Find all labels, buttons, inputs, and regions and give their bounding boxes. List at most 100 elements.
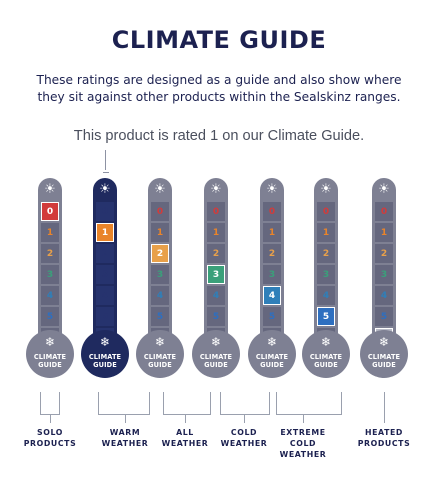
thermometer-gauge: ☀0123455+ [148, 178, 172, 354]
sun-icon: ☀ [266, 182, 278, 197]
snowflake-icon: ❄ [210, 335, 222, 349]
subtitle: These ratings are designed as a guide an… [10, 72, 428, 106]
page-title: CLIMATE GUIDE [111, 26, 327, 54]
sun-icon: ☀ [320, 182, 332, 197]
snowflake-icon: ❄ [320, 335, 332, 349]
rating-pointer [103, 150, 109, 173]
scale-cell-1: 1 [96, 223, 114, 242]
scale-cell-5: 5 [151, 307, 169, 326]
scale-cell-0: 0 [375, 202, 393, 221]
sun-icon: ☀ [210, 182, 222, 197]
scale-cell-5: 5 [263, 307, 281, 326]
thermometer-gauge: ☀0123455+ [372, 178, 396, 354]
scale-cell-0: 0 [317, 202, 335, 221]
bracket-stem [50, 414, 51, 423]
category-label-line2: WEATHER [161, 439, 209, 448]
thermometer-gauge: ☀0123455+ [260, 178, 284, 354]
scale-cell-1: 1 [41, 223, 59, 242]
category-bracket [276, 392, 342, 415]
scale-cell-3: 3 [151, 265, 169, 284]
scale-cell-2: 2 [207, 244, 225, 263]
category-label-line1: ALL [176, 428, 194, 437]
sun-icon: ☀ [44, 182, 56, 197]
bulb-label-line-1: CLIMATE [367, 353, 401, 361]
scale-cell-1: 1 [375, 223, 393, 242]
scale-cell-4: 4 [317, 286, 335, 305]
scale-cell-2: 2 [96, 244, 114, 263]
scale-cell-5: 5 [96, 307, 114, 326]
bulb-label-line-2: GUIDE [93, 361, 117, 369]
bulb-label-line-1: CLIMATE [255, 353, 289, 361]
snowflake-icon: ❄ [154, 335, 166, 349]
bracket-stem [125, 414, 126, 423]
bulb-label-line-1: CLIMATE [143, 353, 177, 361]
category-bracket [220, 392, 270, 415]
scale-cell-3: 3 [263, 265, 281, 284]
category-label-line2: WEATHER [220, 439, 268, 448]
climate-guide-bulb: CLIMATE GUIDE [81, 330, 129, 378]
scale-cell-0: 0 [96, 202, 114, 221]
category-label: EXTREME COLD WEATHER [268, 427, 338, 460]
scale-cell-3: 3 [375, 265, 393, 284]
category-label-line1: WARM [109, 428, 141, 437]
scale-cell-2: 2 [375, 244, 393, 263]
scale-cell-5: 5 [41, 307, 59, 326]
category-label-line1: COLD [230, 428, 258, 437]
sun-icon: ☀ [99, 182, 111, 197]
subtitle-line-1: These ratings are designed as a guide an… [36, 73, 402, 87]
sun-icon: ☀ [154, 182, 166, 197]
climate-guide-bulb: CLIMATE GUIDE [360, 330, 408, 378]
bracket-stem [303, 414, 304, 423]
bulb-label-line-1: CLIMATE [309, 353, 343, 361]
bulb-label-line-1: CLIMATE [199, 353, 233, 361]
scale-cell-3: 3 [41, 265, 59, 284]
scale-cell-3: 3 [317, 265, 335, 284]
bulb-label-line-2: GUIDE [204, 361, 228, 369]
scale-cell-5: 5 [317, 307, 335, 326]
scale-cell-4: 4 [41, 286, 59, 305]
scale-cell-5: 5 [207, 307, 225, 326]
scale-cell-4: 4 [96, 286, 114, 305]
snowflake-icon: ❄ [266, 335, 278, 349]
category-label: HEATED PRODUCTS [349, 427, 419, 449]
category-label: WARM WEATHER [90, 427, 160, 449]
climate-guide-bulb: CLIMATE GUIDE [302, 330, 350, 378]
bulb-label-line-2: GUIDE [38, 361, 62, 369]
category-label: ALL WEATHER [150, 427, 220, 449]
category-label-line2: COLD [289, 439, 317, 448]
thermometer-gauge: ☀0123455+ [314, 178, 338, 354]
scale-cell-5: 5 [375, 307, 393, 326]
scale-cell-4: 4 [207, 286, 225, 305]
bulb-label-line-1: CLIMATE [88, 353, 122, 361]
category-label-line1: HEATED [365, 428, 403, 437]
scale-cell-0: 0 [207, 202, 225, 221]
climate-guide-bulb: CLIMATE GUIDE [192, 330, 240, 378]
thermometer-gauge: ☀0123455+ [38, 178, 62, 354]
rating-statement: This product is rated 1 on our Climate G… [73, 128, 365, 144]
category-label: COLD WEATHER [209, 427, 279, 449]
scale-cell-4: 4 [263, 286, 281, 305]
thermometer-gauge: ☀0123455+ [93, 178, 117, 354]
scale-cell-2: 2 [41, 244, 59, 263]
scale-cell-2: 2 [151, 244, 169, 263]
bulb-label-line-2: GUIDE [260, 361, 284, 369]
category-bracket [163, 392, 211, 415]
scale-cell-3: 3 [96, 265, 114, 284]
climate-guide-bulb: CLIMATE GUIDE [26, 330, 74, 378]
bracket-stem [244, 414, 245, 423]
category-label-line3: WEATHER [279, 450, 327, 459]
scale-cell-4: 4 [375, 286, 393, 305]
bulb-label-line-1: CLIMATE [33, 353, 67, 361]
snowflake-icon: ❄ [378, 335, 390, 349]
category-label-line2: WEATHER [101, 439, 149, 448]
snowflake-icon: ❄ [44, 335, 56, 349]
category-label-line1: SOLO [37, 428, 63, 437]
scale-cell-1: 1 [151, 223, 169, 242]
category-bracket [98, 392, 150, 415]
sun-icon: ☀ [378, 182, 390, 197]
category-bracket [384, 392, 385, 423]
scale-cell-2: 2 [317, 244, 335, 263]
scale-cell-0: 0 [151, 202, 169, 221]
category-bracket [40, 392, 60, 415]
subtitle-line-2: they sit against other products within t… [37, 90, 401, 104]
